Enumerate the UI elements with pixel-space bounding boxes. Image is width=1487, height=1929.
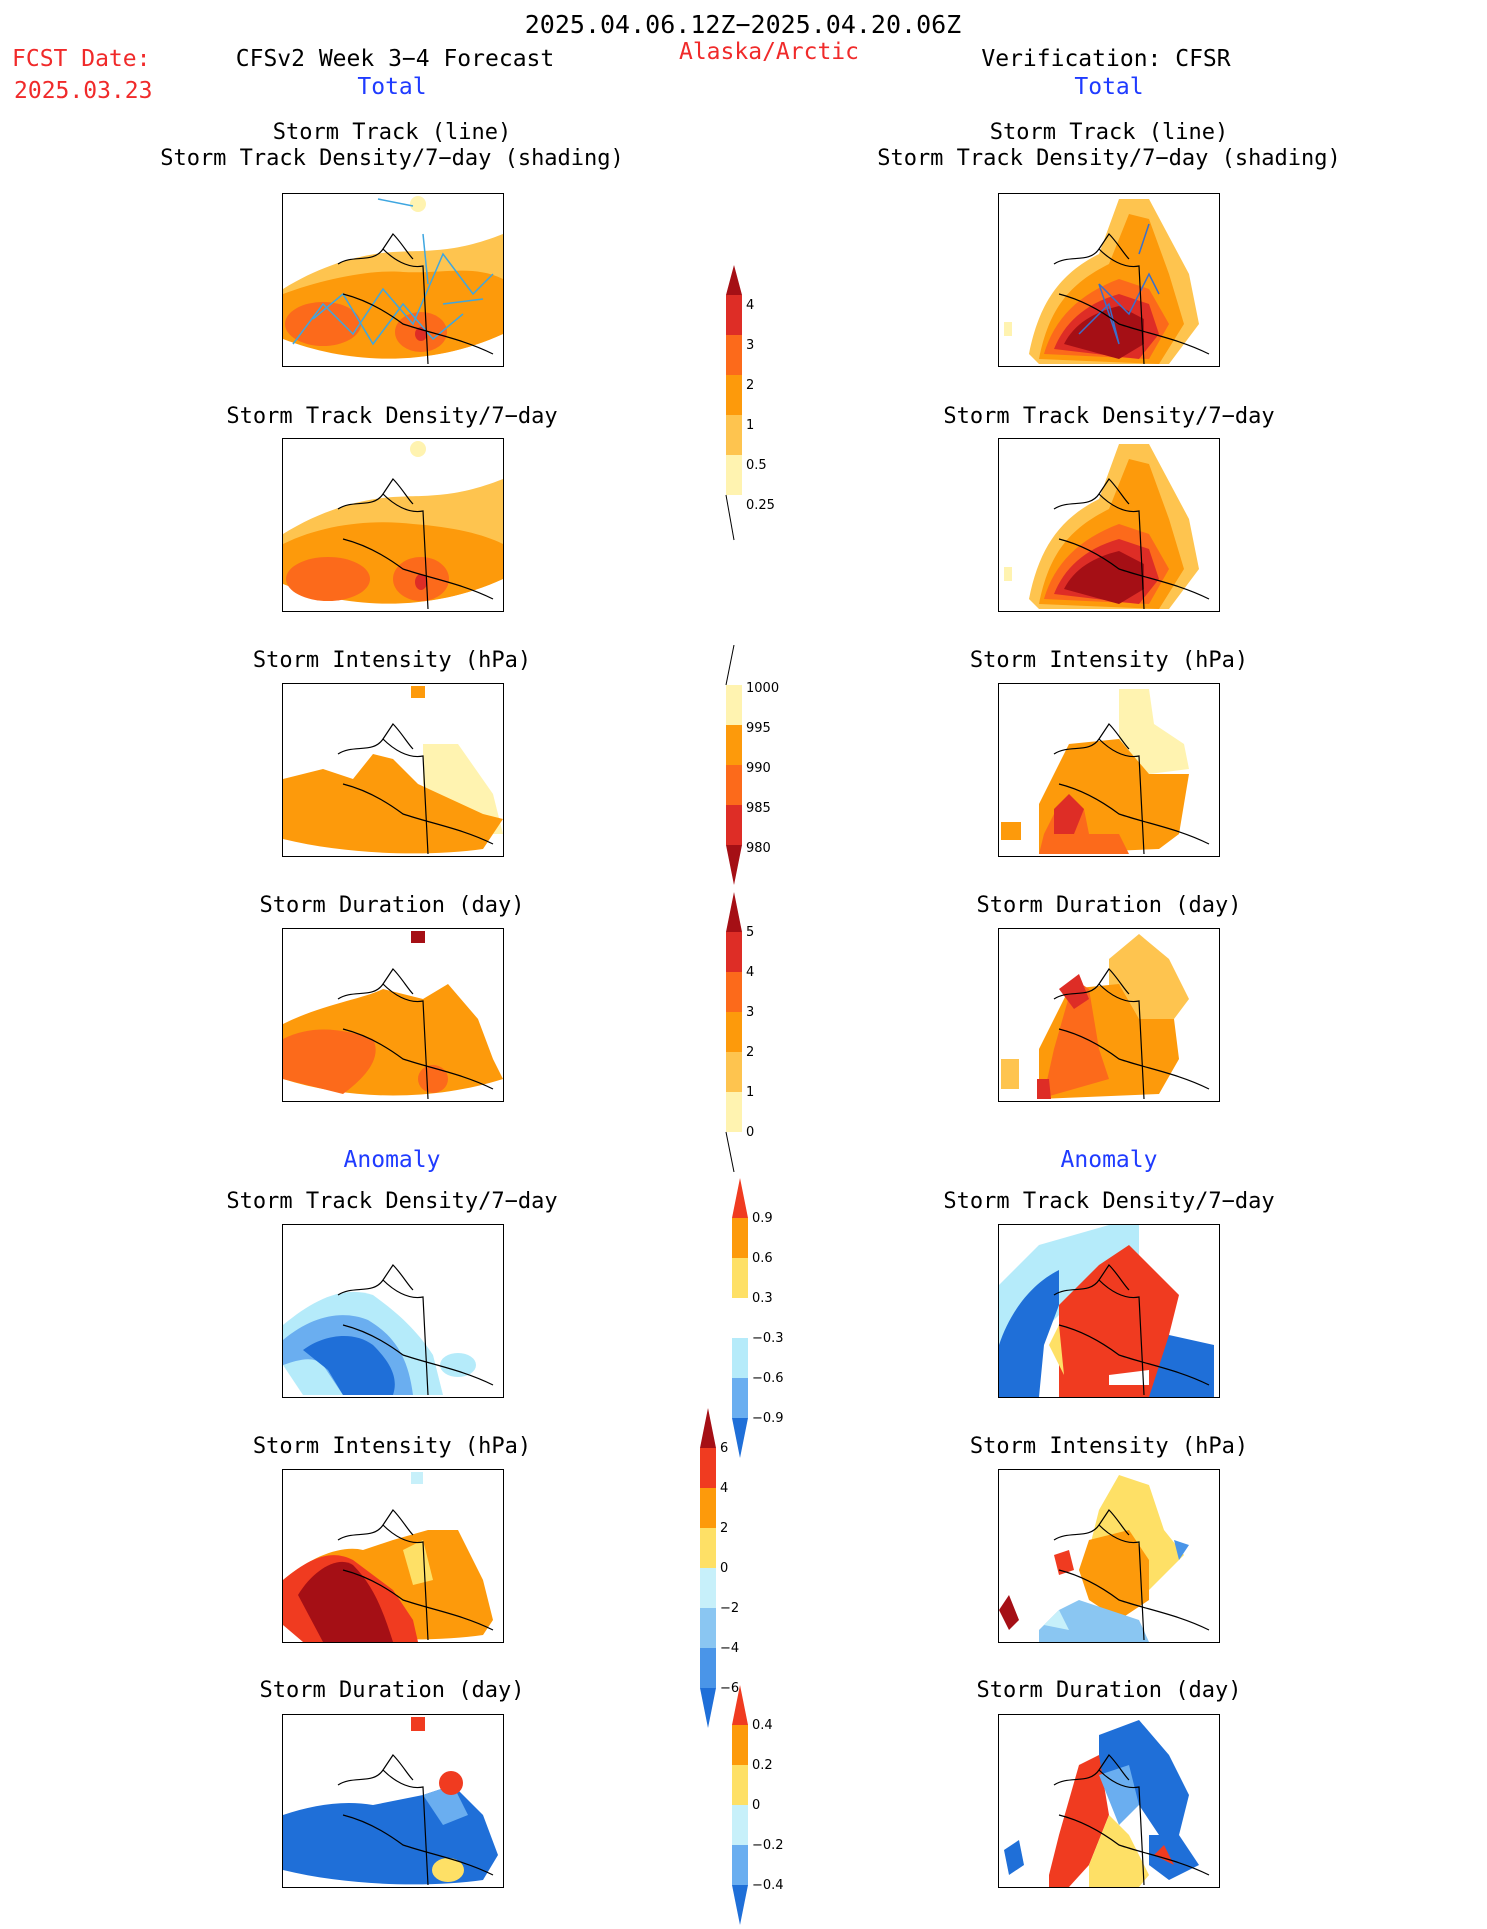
colorbar-density-label-1: 3 — [746, 338, 755, 353]
colorbar-density-label-3: 1 — [746, 418, 755, 433]
colorbar-anom-duration-label-1: 0.2 — [752, 1758, 773, 1773]
fcst-date-label: FCST Date: — [12, 46, 151, 72]
colorbar-anom-duration-label-4: −0.4 — [752, 1878, 784, 1893]
right-anom-intensity-title: Storm Intensity (hPa) — [969, 1434, 1249, 1459]
left-anomaly-heading: Anomaly — [343, 1147, 441, 1173]
left-track-line-title: Storm Track (line) — [272, 120, 512, 145]
colorbar-anom-intensity-label-6: −6 — [720, 1681, 740, 1696]
colorbar-anom-duration-label-3: −0.2 — [752, 1838, 784, 1853]
colorbar-anom-density-label-1: 0.6 — [752, 1251, 773, 1266]
map-right-duration — [998, 928, 1220, 1102]
colorbar-density-label-0: 4 — [746, 298, 755, 313]
colorbar-anom-intensity-label-0: 6 — [720, 1441, 729, 1456]
colorbar-anom-intensity-label-1: 4 — [720, 1481, 729, 1496]
left-anom-density-title: Storm Track Density/7−day — [226, 1189, 558, 1214]
map-right-anom-density — [998, 1224, 1220, 1398]
right-intensity-title: Storm Intensity (hPa) — [969, 648, 1249, 673]
left-density-title: Storm Track Density/7−day — [226, 404, 558, 429]
period-title: 2025.04.06.12Z−2025.04.20.06Z — [524, 10, 962, 39]
right-anom-density-title: Storm Track Density/7−day — [943, 1189, 1275, 1214]
map-right-anom-intensity — [998, 1469, 1220, 1643]
colorbar-density-label-5: 0.25 — [746, 498, 775, 513]
right-duration-title: Storm Duration (day) — [976, 893, 1242, 918]
map-left-duration — [282, 928, 504, 1102]
colorbar-anom-intensity: 6 4 2 0 −2 −4 −6 — [698, 1408, 768, 1728]
colorbar-intensity: 1000 995 990 985 980 — [724, 644, 794, 885]
region-title: Alaska/Arctic — [678, 39, 860, 65]
left-track-shading-title: Storm Track Density/7−day (shading) — [160, 146, 624, 171]
left-total-heading: Total — [357, 74, 427, 100]
colorbar-anom-intensity-label-5: −4 — [720, 1641, 740, 1656]
colorbar-anom-density-label-3: −0.3 — [752, 1331, 784, 1346]
colorbar-duration-label-5: 0 — [746, 1125, 755, 1140]
colorbar-duration: 5 4 3 2 1 0 — [724, 892, 794, 1173]
colorbar-intensity-label-0: 1000 — [746, 681, 780, 696]
colorbar-intensity-label-2: 990 — [746, 761, 771, 776]
map-right-anom-duration — [998, 1714, 1220, 1888]
map-right-intensity — [998, 683, 1220, 857]
map-left-anom-density — [282, 1224, 504, 1398]
colorbar-anom-density-label-0: 0.9 — [752, 1211, 773, 1226]
colorbar-anom-duration-label-2: 0 — [752, 1798, 761, 1813]
colorbar-anom-intensity-label-2: 2 — [720, 1521, 729, 1536]
colorbar-duration-label-3: 2 — [746, 1045, 755, 1060]
left-anom-duration-title: Storm Duration (day) — [259, 1678, 525, 1703]
right-track-shading-title: Storm Track Density/7−day (shading) — [877, 146, 1341, 171]
map-right-density — [998, 438, 1220, 612]
map-left-anom-duration — [282, 1714, 504, 1888]
verification-title: Verification: CFSR — [981, 46, 1231, 72]
colorbar-density-label-2: 2 — [746, 378, 755, 393]
colorbar-anom-duration: 0.4 0.2 0 −0.2 −0.4 — [730, 1685, 800, 1925]
left-anom-intensity-title: Storm Intensity (hPa) — [252, 1434, 532, 1459]
colorbar-anom-density-label-5: −0.9 — [752, 1411, 784, 1426]
colorbar-intensity-label-1: 995 — [746, 721, 771, 736]
right-total-heading: Total — [1074, 74, 1144, 100]
colorbar-anom-intensity-label-3: 0 — [720, 1561, 729, 1576]
colorbar-duration-label-0: 5 — [746, 925, 755, 940]
colorbar-duration-label-2: 3 — [746, 1005, 755, 1020]
model-title: CFSv2 Week 3−4 Forecast — [235, 46, 555, 72]
colorbar-anom-density-label-4: −0.6 — [752, 1371, 784, 1386]
right-anom-duration-title: Storm Duration (day) — [976, 1678, 1242, 1703]
colorbar-density: 4 3 2 1 0.5 0.25 — [724, 265, 794, 545]
colorbar-duration-label-4: 1 — [746, 1085, 755, 1100]
map-right-track — [998, 193, 1220, 367]
left-intensity-title: Storm Intensity (hPa) — [252, 648, 532, 673]
right-anomaly-heading: Anomaly — [1060, 1147, 1158, 1173]
fcst-date-value: 2025.03.23 — [14, 78, 153, 104]
map-left-density — [282, 438, 504, 612]
right-track-line-title: Storm Track (line) — [989, 120, 1229, 145]
colorbar-duration-label-1: 4 — [746, 965, 755, 980]
map-left-track — [282, 193, 504, 367]
colorbar-anom-density: 0.9 0.6 0.3 −0.3 −0.6 −0.9 — [730, 1178, 800, 1458]
colorbar-density-label-4: 0.5 — [746, 458, 767, 473]
colorbar-intensity-label-4: 980 — [746, 841, 771, 856]
colorbar-anom-intensity-label-4: −2 — [720, 1601, 740, 1616]
colorbar-anom-density-label-2: 0.3 — [752, 1291, 773, 1306]
colorbar-intensity-label-3: 985 — [746, 801, 771, 816]
map-left-intensity — [282, 683, 504, 857]
right-density-title: Storm Track Density/7−day — [943, 404, 1275, 429]
map-left-anom-intensity — [282, 1469, 504, 1643]
colorbar-anom-duration-label-0: 0.4 — [752, 1718, 773, 1733]
left-duration-title: Storm Duration (day) — [259, 893, 525, 918]
